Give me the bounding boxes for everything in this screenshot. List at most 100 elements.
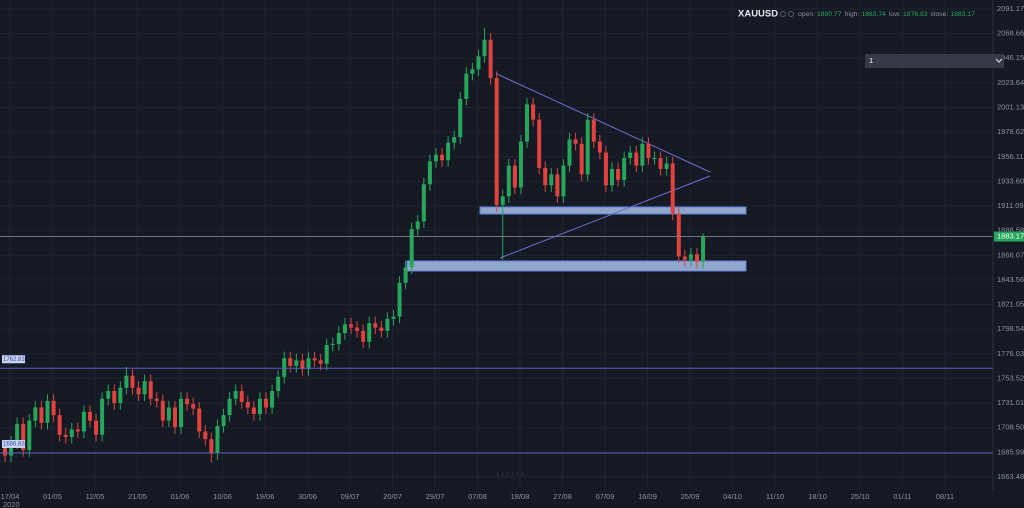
nav-arrows: ‹ ‹ › › ‹ ›	[496, 469, 523, 478]
y-tick-label: 2001.13	[997, 103, 1024, 112]
candle-body	[233, 391, 238, 399]
candle-body	[597, 141, 602, 153]
candle-body	[239, 391, 244, 402]
x-tick-label: 07/08	[468, 492, 487, 501]
candle-body	[628, 152, 633, 158]
candle-body	[385, 318, 390, 331]
candle-body	[646, 143, 651, 158]
x-tick-label: 20/07	[383, 492, 402, 501]
zone	[406, 260, 747, 272]
candle-body	[51, 400, 56, 416]
candle-body	[379, 327, 384, 331]
candle-body	[555, 174, 560, 197]
candle-body	[179, 398, 184, 428]
candle-body	[415, 221, 420, 230]
candle-body	[112, 391, 117, 404]
candle-body	[203, 431, 208, 440]
candle-body	[306, 358, 311, 370]
grid	[0, 0, 993, 487]
x-tick-label: 18/08	[511, 492, 530, 501]
candle-body	[458, 98, 463, 138]
y-tick-label: 1978.62	[997, 127, 1024, 136]
dropdown-icon[interactable]	[995, 58, 1003, 63]
zone	[479, 206, 747, 215]
y-tick-label: 2068.66	[997, 29, 1024, 38]
current-price-label: 1883.17	[997, 232, 1024, 241]
candle-body	[512, 165, 517, 188]
icon	[788, 11, 794, 17]
ohlc-label: low:	[889, 11, 901, 18]
candle-body	[464, 73, 469, 99]
candle-body	[3, 447, 7, 456]
candle-body	[39, 407, 44, 423]
candle-body	[75, 429, 80, 432]
candle-body	[185, 398, 190, 405]
candle-body	[427, 161, 432, 185]
candle-body	[403, 267, 408, 283]
candle-body	[355, 327, 360, 331]
candle-body	[518, 141, 523, 188]
candle-body	[676, 213, 681, 257]
candle-body	[330, 343, 335, 346]
y-tick-label: 2046.15	[997, 53, 1024, 62]
x-tick-label: 07/09	[596, 492, 615, 501]
x-tick-label: 04/10	[723, 492, 742, 501]
candle-body	[549, 174, 554, 186]
ohlc-label: open:	[798, 11, 815, 18]
price-line-label: 1762.83	[3, 357, 25, 363]
candle-body	[348, 324, 353, 328]
candle-body	[688, 254, 693, 260]
candle-body	[682, 256, 687, 260]
price-line-label: 1686.83	[3, 442, 25, 448]
candle-body	[342, 324, 347, 334]
y-tick-label: 1685.99	[997, 447, 1024, 456]
candle-body	[373, 323, 378, 328]
candle-body	[409, 229, 414, 268]
candle-body	[142, 381, 147, 395]
x-tick-label: 01/05	[43, 492, 62, 501]
interval-input[interactable]	[865, 54, 1004, 68]
candle-body	[482, 39, 487, 57]
price-line-tag	[2, 439, 25, 448]
candle-body	[543, 167, 548, 186]
price-axis	[993, 0, 1024, 508]
candle-body	[610, 168, 614, 186]
x-tick-label: 12/05	[86, 492, 105, 501]
candle-body	[488, 39, 493, 79]
ohlc-value: 1880.77	[817, 11, 842, 18]
y-tick-label: 1798.54	[997, 324, 1024, 333]
candle-body	[367, 323, 372, 342]
interval-value[interactable]: 1	[869, 56, 873, 65]
y-tick-label: 1821.05	[997, 300, 1024, 309]
candle-body	[251, 407, 256, 415]
candle-body	[57, 415, 62, 435]
trend-line	[499, 175, 711, 259]
candle-body	[591, 119, 596, 142]
ohlc-value: 1883.17	[950, 11, 975, 18]
candle-body	[130, 375, 135, 388]
candle-body	[300, 360, 305, 370]
candle-body	[500, 196, 505, 206]
y-tick-label: 2091.17	[997, 4, 1024, 13]
candle-body	[100, 398, 105, 435]
candles	[3, 27, 706, 463]
candle-body	[270, 391, 275, 408]
candle-body	[106, 391, 111, 399]
candle-body	[476, 56, 481, 70]
x-tick-label: 25/10	[851, 492, 870, 501]
symbol: XAUUSD	[738, 9, 778, 20]
candle-body	[69, 429, 74, 437]
candle-body	[9, 442, 14, 456]
candle-body	[701, 236, 706, 262]
candle-body	[579, 143, 584, 175]
candle-body	[118, 387, 123, 404]
candle-body	[658, 157, 663, 169]
candle-body	[616, 168, 621, 180]
candle-body	[154, 398, 159, 401]
candle-body	[197, 408, 202, 432]
candle-body	[664, 163, 669, 169]
candle-body	[136, 387, 141, 395]
candle-body	[433, 154, 438, 162]
